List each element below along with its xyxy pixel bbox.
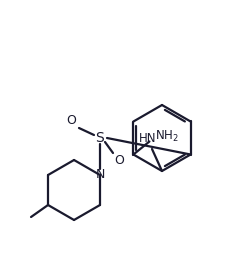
Text: O: O: [66, 115, 76, 128]
Text: N: N: [95, 168, 105, 182]
Text: HN: HN: [138, 132, 156, 145]
Text: NH$_2$: NH$_2$: [155, 129, 179, 144]
Text: O: O: [114, 154, 124, 167]
Text: S: S: [96, 131, 104, 145]
